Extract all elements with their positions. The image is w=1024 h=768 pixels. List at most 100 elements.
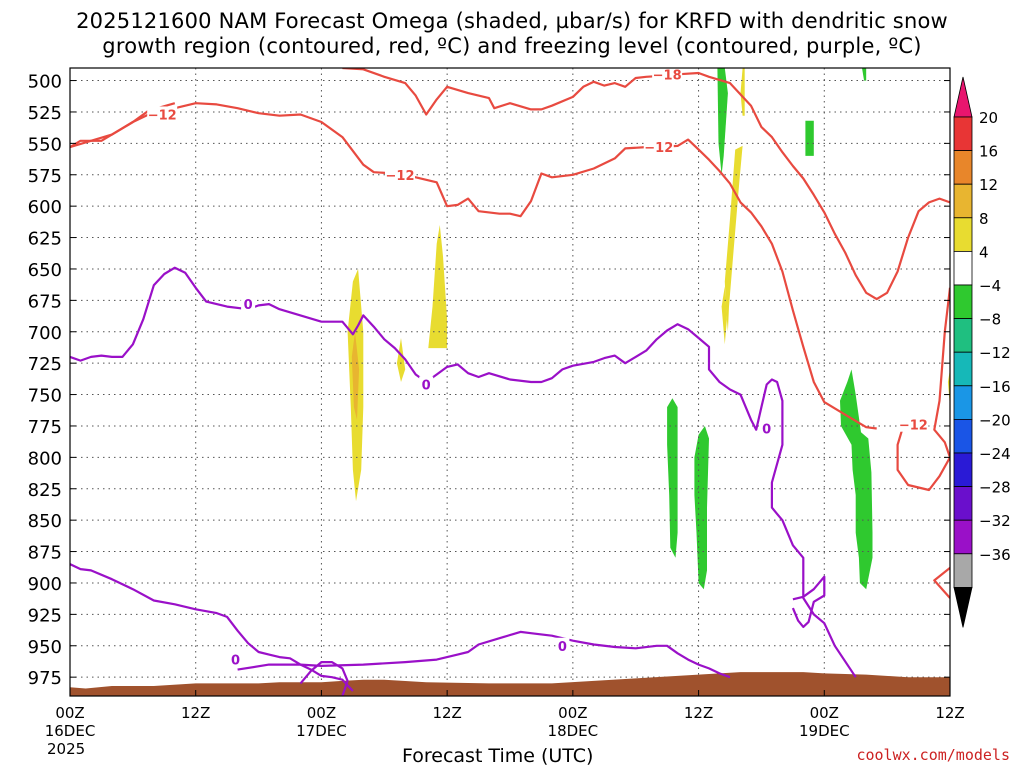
y-tick-label-600: 600 xyxy=(28,197,62,218)
contour-label-1: −12 xyxy=(386,169,415,184)
x-tick-date-0: 16DEC xyxy=(45,722,96,740)
contour-9 xyxy=(791,575,826,629)
omega-region-2 xyxy=(428,225,448,349)
omega-region-12 xyxy=(694,426,709,590)
y-tick-label-500: 500 xyxy=(28,72,62,93)
colorbar-swatch-indigo xyxy=(953,452,973,487)
colorbar-label-1: 16 xyxy=(979,143,998,161)
colorbar-label-2: 12 xyxy=(979,176,998,194)
x-tick-year-0: 2025 xyxy=(47,740,85,758)
colorbar-label-8: −16 xyxy=(979,378,1011,396)
contour-label-bg-7 xyxy=(759,420,774,436)
terrain-polygon xyxy=(70,672,950,696)
y-tick-label-675: 675 xyxy=(28,291,62,312)
contour-7 xyxy=(237,630,731,679)
contour-label-0: −12 xyxy=(148,108,177,123)
colorbar-swatch-gray xyxy=(953,553,973,588)
contour-labels: −12 −12 −12 −18 −12 0 0 0 0 0 xyxy=(147,66,929,669)
contour-label-4: −12 xyxy=(899,419,928,434)
colorbar-label-4: 4 xyxy=(979,243,989,261)
x-tick-label-36: 12Z xyxy=(432,704,461,722)
credit-text: coolwx.com/models xyxy=(856,746,1010,764)
contour-label-8: 0 xyxy=(231,654,240,669)
contour-6 xyxy=(70,563,354,692)
x-tick-label-60: 12Z xyxy=(684,704,713,722)
chart-title-line1: 2025121600 NAM Forecast Omega (shaded, µ… xyxy=(76,9,948,33)
x-tick-label-24: 00Z xyxy=(307,704,336,722)
contour-8 xyxy=(299,660,349,696)
omega-region-3 xyxy=(396,338,406,382)
omega-region-8 xyxy=(717,68,728,175)
contour-2 xyxy=(342,68,950,301)
contour-label-bg-4 xyxy=(898,416,929,432)
x-tick-label-12: 12Z xyxy=(181,704,210,722)
chart-title-line2: growth region (contoured, red, ºC) and f… xyxy=(102,34,922,58)
x-tick-label-48: 00Z xyxy=(558,704,587,722)
y-tick-label-650: 650 xyxy=(28,260,62,281)
contour-label-bg-5 xyxy=(241,296,256,312)
colorbar-label-13: −36 xyxy=(979,546,1011,564)
omega-region-11 xyxy=(667,398,678,558)
colorbar-swatch-purple xyxy=(953,486,973,521)
contour-label-bg-8 xyxy=(228,651,243,667)
y-tick-label-875: 875 xyxy=(28,543,62,564)
x-axis-label: Forecast Time (UTC) xyxy=(402,745,594,767)
y-tick-label-725: 725 xyxy=(28,354,62,375)
contour-label-3: −18 xyxy=(653,68,682,83)
contour-0 xyxy=(70,102,877,430)
colorbar-label-0: 20 xyxy=(979,109,998,127)
omega-region-4 xyxy=(724,145,743,332)
contour-label-9: 0 xyxy=(558,640,567,655)
contour-lines xyxy=(70,68,950,696)
contour-label-2: −12 xyxy=(644,141,673,156)
x-tick-date-72: 19DEC xyxy=(799,722,850,740)
colorbar-label-10: −24 xyxy=(979,445,1011,463)
contour-label-bg-3 xyxy=(652,66,683,82)
colorbar-swatch-violet xyxy=(953,519,973,555)
colorbar-swatch-blue xyxy=(953,418,973,454)
colorbar-label-12: −32 xyxy=(979,512,1011,530)
contour-label-bg-0 xyxy=(147,106,178,122)
contour-label-7: 0 xyxy=(762,422,771,437)
x-tick-date-24: 17DEC xyxy=(296,722,347,740)
colorbar-swatch-sky-blue xyxy=(953,385,973,420)
y-tick-label-775: 775 xyxy=(28,417,62,438)
y-tick-label-750: 750 xyxy=(28,386,62,407)
terrain-fill xyxy=(70,672,950,696)
omega-region-13 xyxy=(840,369,873,590)
colorbar-swatch-cyan xyxy=(953,351,973,387)
x-tick-date-48: 18DEC xyxy=(548,722,599,740)
omega-region-6 xyxy=(740,68,745,116)
y-axis: 500 525 550 575 600 625 650 675 700 725 750 775 800 8… xyxy=(28,72,950,689)
y-tick-label-925: 925 xyxy=(28,605,62,626)
x-tick-label-72: 00Z xyxy=(810,704,839,722)
colorbar-swatch-orange xyxy=(953,150,973,185)
colorbar-top-triangle xyxy=(953,76,973,118)
colorbar-swatch-white xyxy=(953,250,973,286)
colorbar-swatch-yellow xyxy=(953,217,973,252)
y-tick-label-950: 950 xyxy=(28,637,62,658)
y-tick-label-550: 550 xyxy=(28,134,62,155)
y-tick-label-700: 700 xyxy=(28,323,62,344)
omega-region-10 xyxy=(862,68,867,81)
colorbar-label-7: −12 xyxy=(979,344,1011,362)
contour-5 xyxy=(70,266,857,678)
contour-label-6: 0 xyxy=(422,379,431,394)
colorbar-label-9: −20 xyxy=(979,411,1011,429)
colorbar-label-5: −4 xyxy=(979,277,1001,295)
omega-region-9 xyxy=(805,120,814,156)
colorbar-label-11: −28 xyxy=(979,479,1011,497)
colorbar: 20 16 12 8 4 −4 −8 −12 −16 −20 −24 −28 −32 −36 xyxy=(953,76,1011,628)
y-tick-label-850: 850 xyxy=(28,511,62,532)
y-tick-label-575: 575 xyxy=(28,166,62,187)
plot-frame xyxy=(69,67,951,697)
colorbar-label-3: 8 xyxy=(979,210,989,228)
contour-label-5: 0 xyxy=(244,298,253,313)
contour-label-bg-1 xyxy=(385,166,415,182)
x-tick-label-84: 12Z xyxy=(935,704,964,722)
contour-4 xyxy=(933,567,950,599)
colorbar-swatch-green xyxy=(953,284,973,319)
contour-label-bg-6 xyxy=(419,376,434,392)
contour-label-bg-2 xyxy=(643,139,674,155)
